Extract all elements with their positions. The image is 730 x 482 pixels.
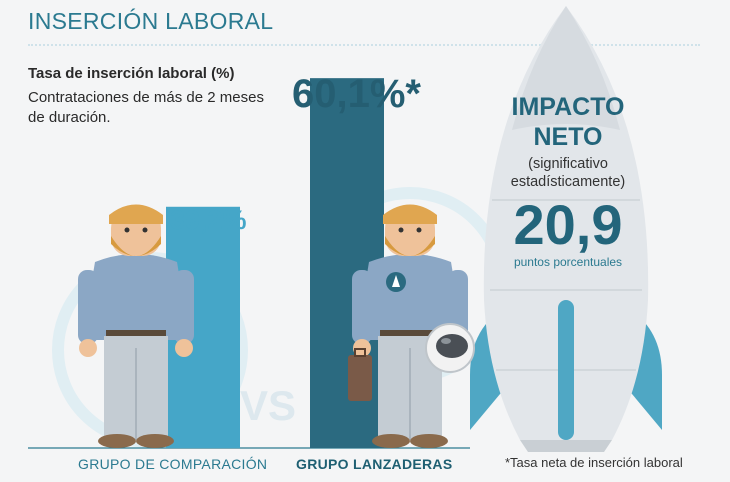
bar-value-label-lanzaderas: 60,1%* xyxy=(292,72,421,116)
bar-value-label-comparison: 39,2% xyxy=(170,205,247,235)
person-lanzaderas-illustration xyxy=(348,204,475,448)
category-label-comparison: GRUPO DE COMPARACIÓN xyxy=(78,456,268,472)
impact-title: IMPACTO NETO xyxy=(500,92,636,152)
footnote: *Tasa neta de inserción laboral xyxy=(505,455,683,470)
page-title: INSERCIÓN LABORAL xyxy=(28,8,274,34)
chart-description: Contrataciones de más de 2 meses de dura… xyxy=(28,89,264,126)
impact-title-line1: IMPACTO xyxy=(511,93,625,121)
briefcase-icon xyxy=(348,355,372,401)
impact-significance: (significativo estadísticamente) xyxy=(510,156,626,190)
chart-subtitle: Tasa de inserción laboral (%) xyxy=(28,65,235,82)
impact-title-line2: NETO xyxy=(533,123,603,151)
person-comparison-illustration xyxy=(78,204,194,448)
header-divider xyxy=(28,44,700,46)
vs-watermark: VS xyxy=(240,382,296,429)
rocket-center-fin xyxy=(558,300,574,440)
category-label-lanzaderas: GRUPO LANZADERAS xyxy=(296,456,453,472)
rocket-nozzle xyxy=(520,440,612,452)
rocket-nose xyxy=(512,6,620,130)
rocket-illustration xyxy=(470,6,662,452)
impact-unit: puntos porcentuales xyxy=(513,255,623,269)
impact-value: 20,9 xyxy=(513,193,623,256)
